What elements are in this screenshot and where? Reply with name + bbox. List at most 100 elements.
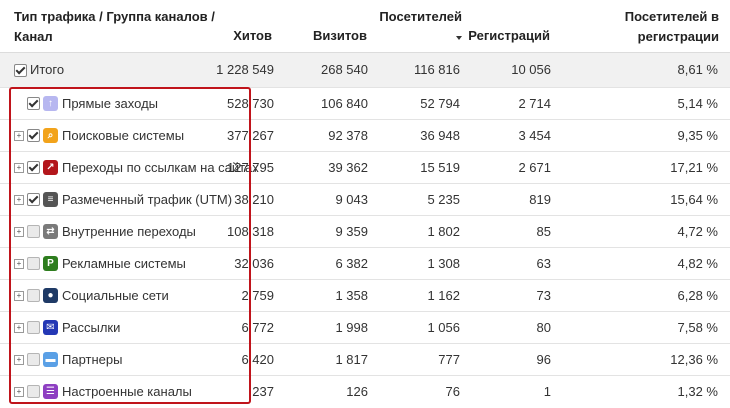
table-row: + ☰ Настроенные каналы 237 126 76 1 1,32 % — [0, 375, 730, 408]
envelope-icon: ✉ — [43, 320, 58, 335]
column-header-hits[interactable]: Хитов — [233, 28, 272, 43]
expand-icon[interactable]: + — [14, 259, 24, 269]
cell-visits: 126 — [346, 384, 368, 399]
total-visits: 268 540 — [321, 62, 368, 77]
table-row: + ≡ Размеченный трафик (UTM) 38 210 9 043 5 2… — [0, 183, 730, 216]
column-header-visitors-label: Посетителей — [379, 9, 462, 24]
cell-visitors: 1 308 — [427, 256, 460, 271]
expand-icon[interactable]: + — [14, 195, 24, 205]
cell-visitors-in-reg: 7,58 % — [677, 320, 718, 335]
cell-visitors-in-reg: 4,72 % — [677, 224, 718, 239]
cell-hits: 6 772 — [241, 320, 274, 335]
cell-visits: 9 043 — [335, 192, 368, 207]
cell-visitors: 76 — [445, 384, 460, 399]
cell-registrations: 819 — [529, 192, 551, 207]
channel-checkbox[interactable] — [27, 129, 40, 142]
cell-visitors: 52 794 — [420, 96, 460, 111]
cell-registrations: 63 — [536, 256, 551, 271]
channel-label[interactable]: Переходы по ссылкам на сайтах — [62, 160, 259, 175]
channel-checkbox[interactable] — [27, 289, 40, 302]
channel-checkbox[interactable] — [27, 353, 40, 366]
cell-visitors-in-reg: 15,64 % — [670, 192, 718, 207]
total-registrations: 10 056 — [511, 62, 551, 77]
cell-visits: 1 998 — [335, 320, 368, 335]
table-row: + ✉ Рассылки 6 772 1 998 1 056 80 7,58 % — [0, 311, 730, 344]
expand-icon[interactable]: + — [14, 291, 24, 301]
expand-icon[interactable]: + — [14, 163, 24, 173]
total-checkbox[interactable] — [14, 64, 27, 77]
cell-visitors: 777 — [438, 352, 460, 367]
channel-checkbox[interactable] — [27, 257, 40, 270]
total-visitors-in-reg: 8,61 % — [677, 62, 718, 77]
total-hits: 1 228 549 — [216, 62, 274, 77]
search-icon: ⌕ — [43, 128, 58, 143]
expand-icon[interactable]: + — [14, 227, 24, 237]
expand-icon[interactable]: + — [14, 131, 24, 141]
table-row: + ⇄ Внутренние переходы 108 318 9 359 1 802 85… — [0, 215, 730, 248]
cell-visitors: 1 056 — [427, 320, 460, 335]
cell-registrations: 2 714 — [518, 96, 551, 111]
channel-checkbox[interactable] — [27, 97, 40, 110]
list-icon: ≡ — [43, 192, 58, 207]
channel-checkbox[interactable] — [27, 193, 40, 206]
table-header: Тип трафика / Группа каналов / Канал Хит… — [0, 0, 730, 52]
cell-hits: 108 318 — [227, 224, 274, 239]
channel-checkbox[interactable] — [27, 385, 40, 398]
channel-checkbox[interactable] — [27, 321, 40, 334]
cell-registrations: 3 454 — [518, 128, 551, 143]
channel-checkbox[interactable] — [27, 161, 40, 174]
cell-registrations: 1 — [543, 384, 551, 399]
cell-hits: 2 759 — [241, 288, 274, 303]
chat-bubble-icon: ▬ — [43, 352, 58, 367]
cell-visitors: 1 802 — [427, 224, 460, 239]
channel-label[interactable]: Рекламные системы — [62, 256, 186, 271]
channel-label[interactable]: Партнеры — [62, 352, 123, 367]
cell-visitors-in-reg: 4,82 % — [677, 256, 718, 271]
cell-visitors: 15 519 — [420, 160, 460, 175]
cell-hits: 32 036 — [234, 256, 274, 271]
external-link-icon: ↗ — [43, 160, 58, 175]
expand-icon[interactable]: + — [14, 323, 24, 333]
cell-hits: 6 420 — [241, 352, 274, 367]
channel-label[interactable]: Поисковые системы — [62, 128, 185, 143]
cell-visitors-in-reg: 17,21 % — [670, 160, 718, 175]
sort-desc-icon — [456, 35, 462, 40]
cell-visits: 1 358 — [335, 288, 368, 303]
column-header-visitors-in-reg[interactable]: Посетителей в регистрации — [624, 9, 719, 44]
arrow-up-icon: ↑ — [43, 96, 58, 111]
channel-label[interactable]: Размеченный трафик (UTM) — [62, 192, 233, 207]
cell-registrations: 96 — [536, 352, 551, 367]
table-row: + ● Социальные сети 2 759 1 358 1 162 73 6,28 % — [0, 279, 730, 312]
cell-registrations: 73 — [536, 288, 551, 303]
cell-hits: 237 — [252, 384, 274, 399]
cell-visits: 39 362 — [328, 160, 368, 175]
channels-icon: ☰ — [43, 384, 58, 399]
person-icon: ● — [43, 288, 58, 303]
cell-visitors-in-reg: 5,14 % — [677, 96, 718, 111]
channel-checkbox[interactable] — [27, 225, 40, 238]
total-visitors: 116 816 — [413, 62, 460, 77]
ad-icon: P — [43, 256, 58, 271]
cell-visits: 106 840 — [321, 96, 368, 111]
column-header-registrations[interactable]: Регистраций — [468, 28, 550, 43]
column-header-visitors[interactable]: Посетителей — [362, 7, 462, 47]
table-row: + ▬ Партнеры 6 420 1 817 777 96 12,36 % — [0, 343, 730, 376]
cell-registrations: 85 — [536, 224, 551, 239]
cell-visits: 92 378 — [328, 128, 368, 143]
channel-label[interactable]: Прямые заходы — [62, 96, 159, 111]
column-header-channel[interactable]: Тип трафика / Группа каналов / Канал — [14, 9, 215, 44]
channel-label[interactable]: Настроенные каналы — [62, 384, 192, 399]
expand-icon[interactable]: + — [14, 355, 24, 365]
table-row: + ⌕ Поисковые системы 377 267 92 378 36 948 3 … — [0, 119, 730, 152]
column-header-visits[interactable]: Визитов — [313, 28, 367, 43]
cell-visitors: 1 162 — [427, 288, 460, 303]
table-row: ↑ Прямые заходы 528 730 106 840 52 794 2 714 5… — [0, 87, 730, 120]
total-label: Итого — [30, 62, 65, 77]
expand-icon[interactable]: + — [14, 387, 24, 397]
cell-visits: 1 817 — [335, 352, 368, 367]
channel-label[interactable]: Социальные сети — [62, 288, 169, 303]
swap-arrows-icon: ⇄ — [43, 224, 58, 239]
cell-registrations: 2 671 — [518, 160, 551, 175]
channel-label[interactable]: Внутренние переходы — [62, 224, 196, 239]
channel-label[interactable]: Рассылки — [62, 320, 121, 335]
